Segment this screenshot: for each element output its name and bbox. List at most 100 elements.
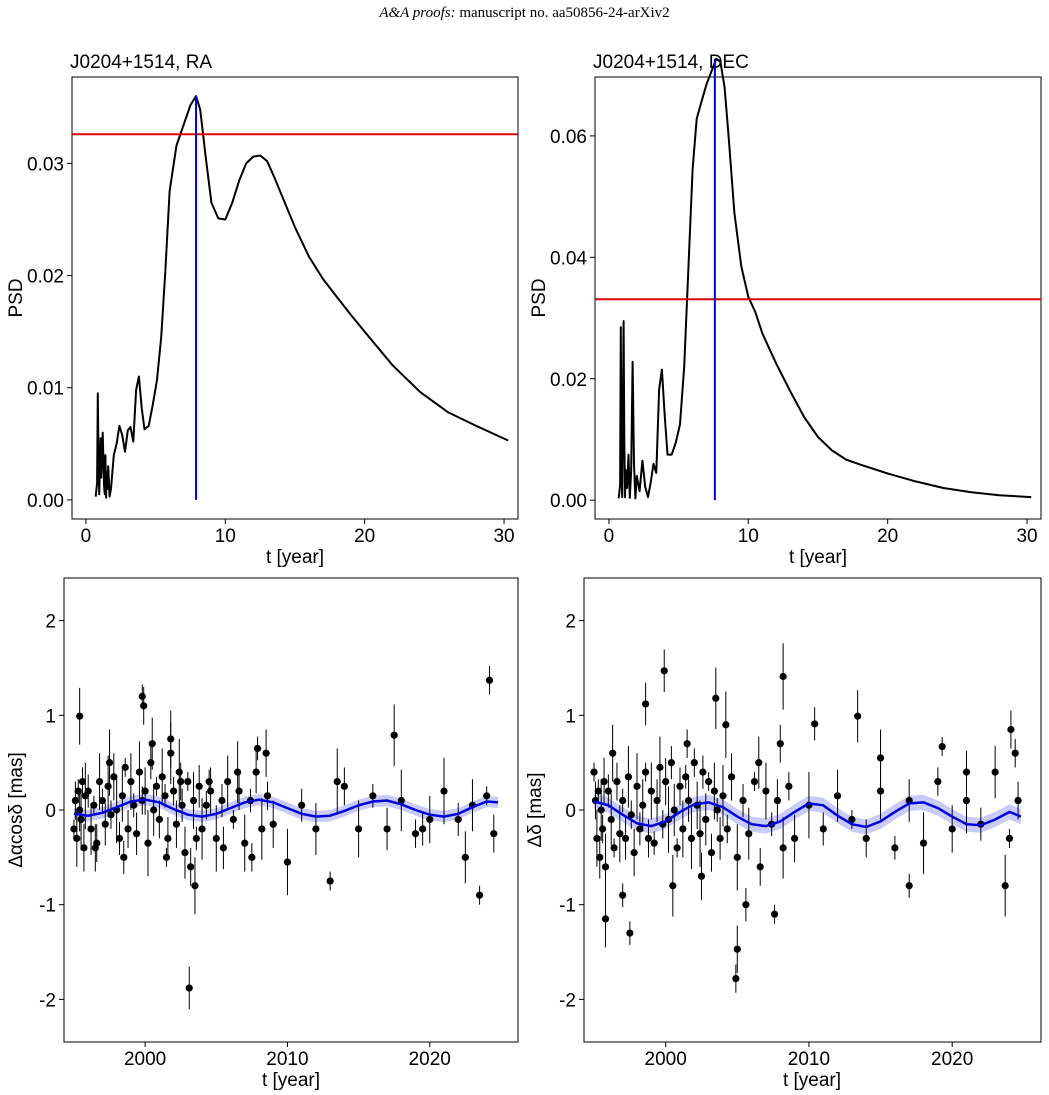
y-tick-label: 0.02 xyxy=(27,267,64,288)
data-marker xyxy=(411,830,420,838)
data-marker xyxy=(662,777,670,786)
data-marker xyxy=(670,806,678,814)
data-point xyxy=(601,833,610,900)
y-tick-label: 2 xyxy=(45,612,56,633)
data-marker xyxy=(811,720,819,728)
data-marker xyxy=(164,834,172,843)
data-marker xyxy=(127,777,135,786)
data-point xyxy=(369,783,377,808)
data-marker xyxy=(440,787,448,795)
data-marker xyxy=(485,676,494,684)
data-marker xyxy=(76,712,84,720)
data-point xyxy=(755,736,763,789)
data-point xyxy=(397,769,405,832)
y-tick-label: -2 xyxy=(559,990,576,1011)
data-marker xyxy=(91,844,99,852)
data-marker xyxy=(205,777,213,786)
chart-title: J0204+1514, DEC xyxy=(593,52,749,73)
data-point xyxy=(253,736,262,761)
data-marker xyxy=(644,834,653,843)
y-tick-label: 0 xyxy=(45,801,56,822)
data-point xyxy=(172,800,181,848)
data-marker xyxy=(819,825,827,833)
data-point xyxy=(485,666,494,695)
data-point xyxy=(779,817,787,879)
data-marker xyxy=(732,974,740,983)
data-point xyxy=(461,831,469,884)
y-tick-label: 0.06 xyxy=(550,127,587,148)
data-point xyxy=(991,746,999,799)
data-point xyxy=(340,767,348,806)
data-point xyxy=(723,814,731,844)
data-marker xyxy=(779,672,787,681)
data-marker xyxy=(369,792,377,800)
data-point xyxy=(87,802,95,855)
data-point xyxy=(630,828,638,877)
data-marker xyxy=(756,863,764,871)
data-marker xyxy=(938,742,946,751)
data-marker xyxy=(241,839,249,847)
x-tick-label: 2000 xyxy=(645,1049,687,1070)
data-marker xyxy=(707,849,716,857)
data-point xyxy=(152,776,161,796)
data-marker xyxy=(604,787,612,795)
data-marker xyxy=(1007,725,1015,734)
data-marker xyxy=(397,796,405,805)
x-tick-label: 2000 xyxy=(124,1049,166,1070)
data-point xyxy=(722,691,730,758)
x-tick-label: 2010 xyxy=(788,1049,830,1070)
data-marker xyxy=(639,801,647,809)
fit-curve xyxy=(593,800,1022,829)
y-tick-label: -1 xyxy=(559,896,576,917)
x-tick-label: 20 xyxy=(354,526,375,547)
y-tick-label: 0.03 xyxy=(27,154,64,175)
data-marker xyxy=(719,792,727,800)
data-marker xyxy=(185,984,193,992)
data-marker xyxy=(601,915,610,923)
y-tick-label: 0.00 xyxy=(27,491,64,512)
data-point xyxy=(426,795,434,844)
data-marker xyxy=(101,820,109,828)
plot-frame xyxy=(71,76,519,520)
data-point xyxy=(707,833,716,872)
data-marker xyxy=(130,801,138,809)
data-point xyxy=(312,802,320,855)
data-marker xyxy=(601,863,610,871)
data-point xyxy=(355,800,363,858)
data-point xyxy=(833,769,842,822)
data-point xyxy=(776,724,784,763)
y-tick-label: 0.00 xyxy=(550,491,587,512)
data-marker xyxy=(144,839,152,847)
data-point xyxy=(876,729,885,787)
data-marker xyxy=(650,839,658,847)
data-point xyxy=(690,748,698,777)
data-point xyxy=(660,649,668,693)
data-point xyxy=(1005,828,1014,848)
data-point xyxy=(682,765,690,789)
data-point xyxy=(191,857,199,915)
data-point xyxy=(107,800,115,829)
data-marker xyxy=(891,844,899,852)
data-marker xyxy=(626,929,634,937)
data-point xyxy=(73,810,81,867)
data-point xyxy=(667,746,675,780)
data-marker xyxy=(135,768,144,776)
data-marker xyxy=(283,858,292,866)
data-point xyxy=(229,810,237,829)
data-point xyxy=(185,966,193,1010)
data-marker xyxy=(454,815,462,824)
data-point xyxy=(604,774,612,808)
data-marker xyxy=(181,849,189,857)
data-marker xyxy=(84,787,92,795)
data-point xyxy=(733,925,741,973)
data-point xyxy=(132,812,141,855)
data-point xyxy=(683,729,691,758)
data-point xyxy=(252,750,260,794)
data-marker xyxy=(184,777,192,786)
data-point xyxy=(684,779,693,822)
data-marker xyxy=(161,792,169,800)
data-marker xyxy=(667,759,675,767)
data-marker xyxy=(619,891,627,899)
y-axis-label: Δαcosδ [mas] xyxy=(6,752,27,868)
data-point xyxy=(624,746,633,808)
